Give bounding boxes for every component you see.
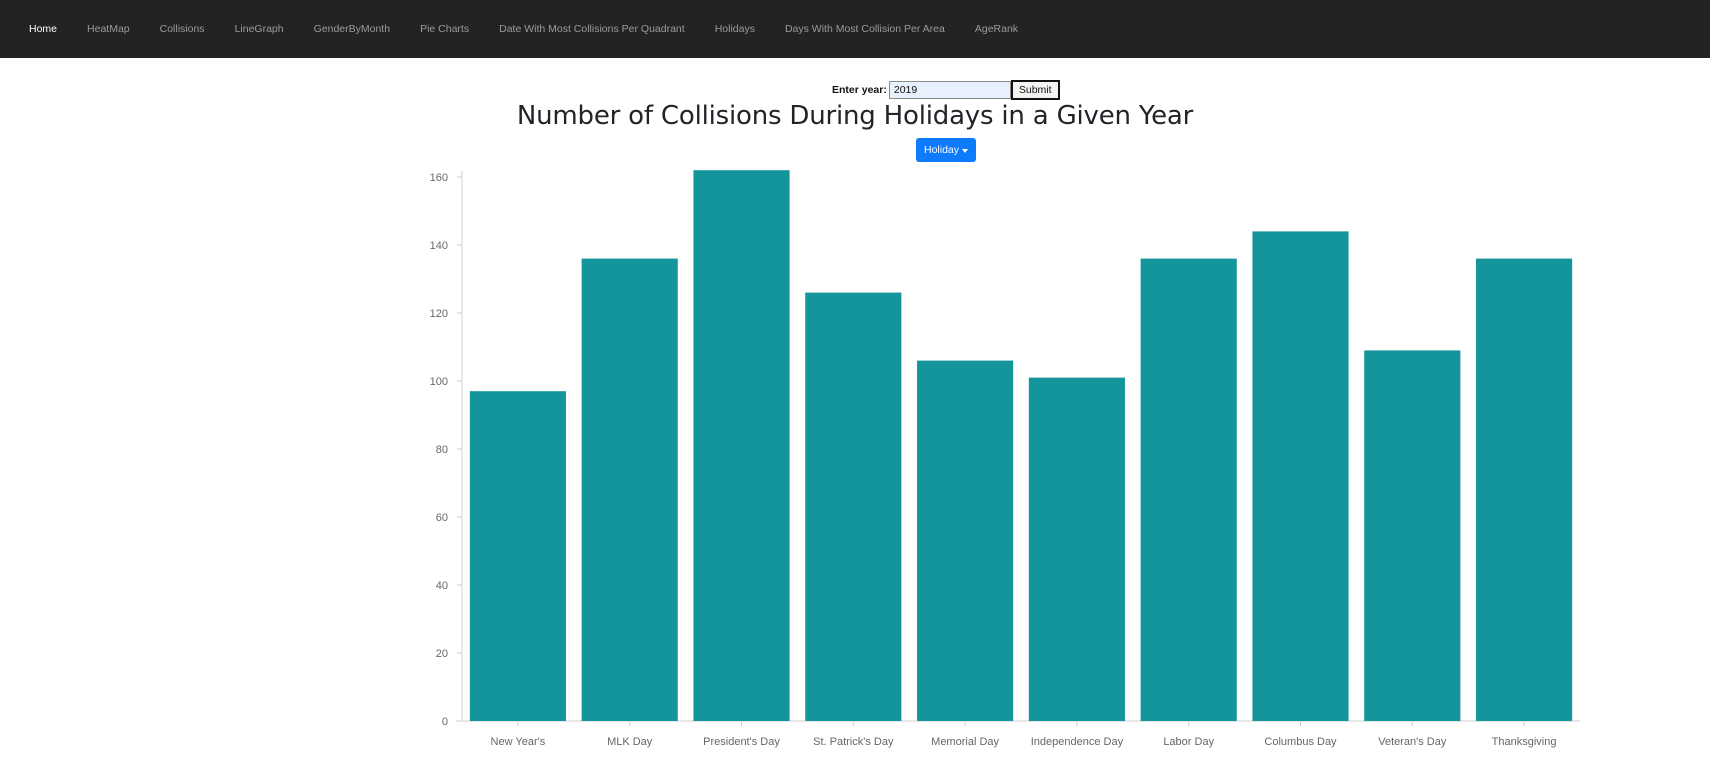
y-tick-label: 80 (436, 444, 448, 456)
nav-collisions[interactable]: Collisions (159, 23, 205, 35)
x-tick-label: Memorial Day (931, 736, 999, 748)
top-navbar: Home HeatMap Collisions LineGraph Gender… (0, 0, 1710, 58)
bar (805, 292, 902, 721)
y-tick-label: 20 (436, 648, 448, 660)
bar (1140, 258, 1237, 721)
x-tick-label: Labor Day (1163, 736, 1214, 748)
y-tick-label: 120 (430, 308, 448, 320)
nav-date-most-collisions-quadrant[interactable]: Date With Most Collisions Per Quadrant (499, 23, 685, 35)
x-tick-label: Thanksgiving (1492, 736, 1557, 748)
nav-heatmap[interactable]: HeatMap (87, 23, 130, 35)
year-form: Enter year: Submit (832, 80, 1060, 100)
x-tick-label: New Year's (491, 736, 546, 748)
bar (917, 360, 1014, 721)
x-tick-label: Columbus Day (1264, 736, 1337, 748)
nav-days-most-collision-area[interactable]: Days With Most Collision Per Area (784, 23, 945, 35)
x-tick-label: President's Day (703, 736, 780, 748)
x-tick-label: St. Patrick's Day (813, 736, 894, 748)
y-tick-label: 140 (430, 240, 448, 252)
y-tick-label: 100 (430, 376, 448, 388)
submit-button[interactable]: Submit (1010, 80, 1060, 100)
bar (1252, 231, 1349, 721)
bar (1028, 377, 1125, 721)
year-label: Enter year: (832, 84, 887, 96)
y-tick-label: 60 (436, 512, 448, 524)
x-tick-label: Veteran's Day (1378, 736, 1447, 748)
nav-holidays[interactable]: Holidays (714, 23, 755, 35)
nav-linegraph[interactable]: LineGraph (234, 23, 284, 35)
nav-home[interactable]: Home (29, 23, 58, 35)
x-tick-label: MLK Day (607, 736, 653, 748)
year-input[interactable] (888, 81, 1011, 99)
holiday-dropdown-button[interactable]: Holiday (916, 138, 976, 162)
y-tick-label: 40 (436, 580, 448, 592)
bar (1364, 350, 1461, 721)
bar (581, 258, 678, 721)
bar (693, 170, 790, 721)
caret-down-icon (962, 148, 969, 153)
page-title: Number of Collisions During Holidays in … (516, 101, 1194, 131)
nav-pie-charts[interactable]: Pie Charts (420, 23, 470, 35)
y-tick-label: 160 (430, 172, 448, 184)
nav-agerank[interactable]: AgeRank (974, 23, 1019, 35)
bar (469, 391, 566, 721)
nav-gender-by-month[interactable]: GenderByMonth (313, 23, 391, 35)
x-tick-label: Independence Day (1031, 736, 1124, 748)
holiday-dropdown-label: Holiday (923, 144, 960, 156)
y-tick-label: 0 (442, 716, 448, 728)
bar (1476, 258, 1573, 721)
